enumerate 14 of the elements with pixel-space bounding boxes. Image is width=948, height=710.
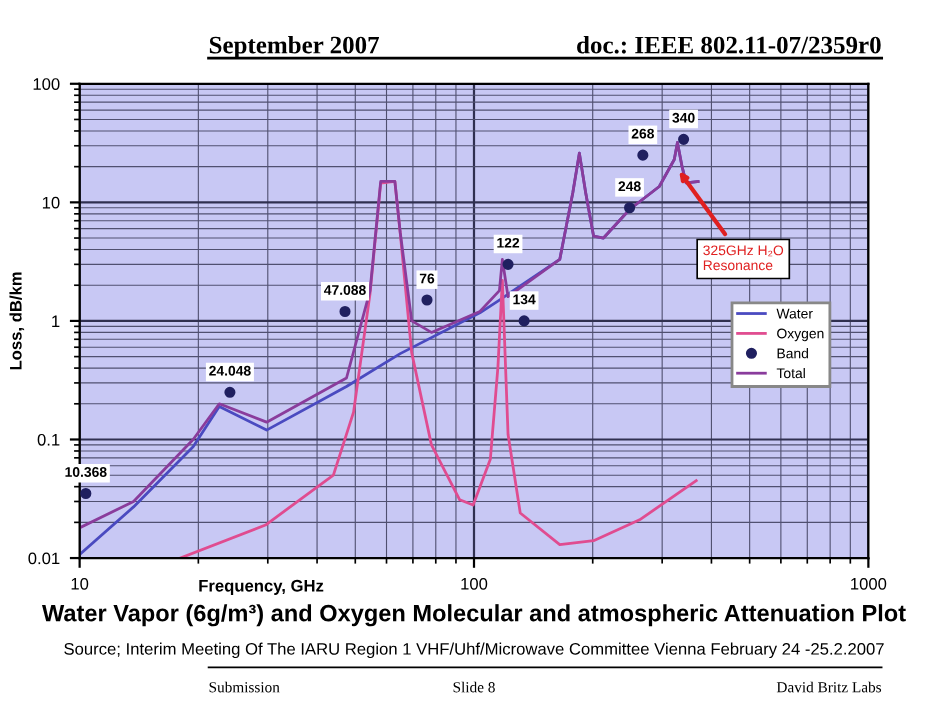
y-tick-label: 0.01 <box>28 552 60 565</box>
y-tick-label: 0.1 <box>37 433 60 446</box>
source-note: Source; Interim Meeting Of The IARU Region 1 VHF/Uhf/Microwave Committee Vienna February 24 -25.2.2007 <box>64 642 884 659</box>
y-tick-label: 1 <box>52 315 60 327</box>
x-axis-title: Frequency, GHz <box>199 579 324 595</box>
y-tick-label: 10 <box>42 196 60 209</box>
text: doc.: IEEE 802.11-07/2359r0 <box>577 35 881 54</box>
y-tick-label: 100 <box>33 78 60 90</box>
x-tick-label: 10 <box>71 577 89 590</box>
x-tick-label: 1000 <box>851 577 887 590</box>
x-tick-label: 100 <box>461 577 488 590</box>
text: Water Vapor (6g/m³) and Oxygen Molecular and atmospheric Attenuation Plot <box>42 604 906 627</box>
text: September 2007 <box>209 35 380 59</box>
y-axis-title: Loss, dB/km <box>9 272 25 370</box>
